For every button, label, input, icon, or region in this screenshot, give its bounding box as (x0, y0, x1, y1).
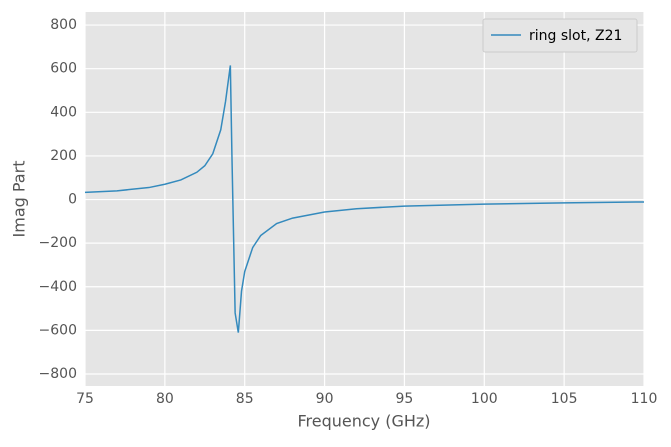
y-tick-label: 600 (50, 61, 77, 77)
x-tick-label: 75 (76, 391, 94, 407)
line (84, 65, 645, 333)
x-tick-label: 80 (156, 391, 174, 407)
y-tick-label: −400 (39, 279, 77, 295)
x-tick-label: 90 (316, 391, 334, 407)
x-axis-label: Frequency (GHz) (297, 412, 430, 431)
y-tick-label: −600 (39, 322, 77, 338)
x-tick-label: 95 (396, 391, 414, 407)
y-axis-label: Imag Part (10, 161, 29, 238)
legend-box (482, 18, 638, 53)
x-tick-label: 100 (471, 391, 498, 407)
y-tick-label: −800 (39, 366, 77, 382)
x-tick-label: 85 (236, 391, 254, 407)
y-tick-label: 200 (50, 148, 77, 164)
y-tick-label: 400 (50, 104, 77, 120)
y-tick-label: −200 (39, 235, 77, 251)
y-tick-label: 800 (50, 17, 77, 33)
x-tick-label: 110 (631, 391, 658, 407)
legend-label: ring slot, Z21 (529, 28, 622, 44)
x-tick-label: 105 (551, 391, 578, 407)
y-tick-label: 0 (68, 192, 77, 208)
